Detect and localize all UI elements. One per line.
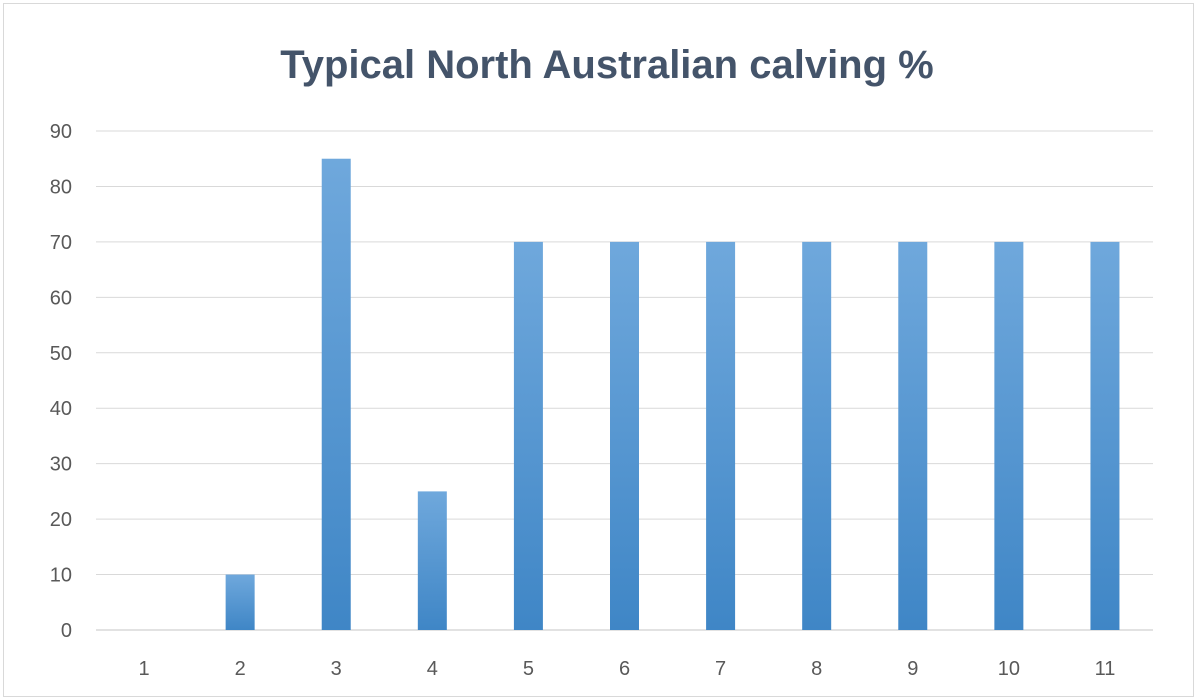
- gridlines: [96, 130, 1153, 631]
- x-tick-label: 2: [235, 658, 246, 680]
- x-tick-label: 10: [998, 658, 1020, 680]
- x-tick-label: 9: [907, 658, 918, 680]
- y-tick-label: 90: [50, 121, 72, 143]
- bar-10: [994, 241, 1024, 630]
- bar-6: [610, 241, 639, 630]
- x-tick-label: 1: [138, 658, 149, 680]
- y-axis-tick-labels: 0 10 20 30 40 50 60 70 80 90: [50, 121, 72, 642]
- bar-7: [706, 241, 736, 630]
- x-tick-label: 5: [523, 658, 534, 680]
- bars: [225, 158, 1120, 630]
- y-tick-label: 0: [61, 620, 72, 642]
- x-tick-label: 3: [331, 658, 342, 680]
- bar-11: [1090, 241, 1120, 630]
- bar-4: [417, 491, 447, 630]
- bar-8: [802, 241, 832, 630]
- bar-9: [898, 241, 928, 630]
- y-tick-label: 10: [50, 565, 72, 587]
- x-tick-label: 8: [811, 658, 822, 680]
- bar-2: [225, 574, 255, 630]
- y-tick-label: 40: [50, 398, 72, 420]
- y-tick-label: 20: [50, 509, 72, 531]
- x-tick-label: 4: [427, 658, 438, 680]
- x-tick-label: 7: [715, 658, 726, 680]
- bar-3: [321, 158, 351, 630]
- y-tick-label: 80: [50, 176, 72, 198]
- y-tick-label: 60: [50, 287, 72, 309]
- x-tick-label: 6: [619, 658, 630, 680]
- y-tick-label: 70: [50, 232, 72, 254]
- y-tick-label: 30: [50, 454, 72, 476]
- x-axis-tick-labels: 1 2 3 4 5 6 7 8 9 10 11: [138, 658, 1115, 680]
- bar-5: [513, 241, 543, 630]
- y-tick-label: 50: [50, 343, 72, 365]
- chart-title: Typical North Australian calving %: [280, 43, 933, 87]
- x-tick-label: 11: [1095, 658, 1116, 680]
